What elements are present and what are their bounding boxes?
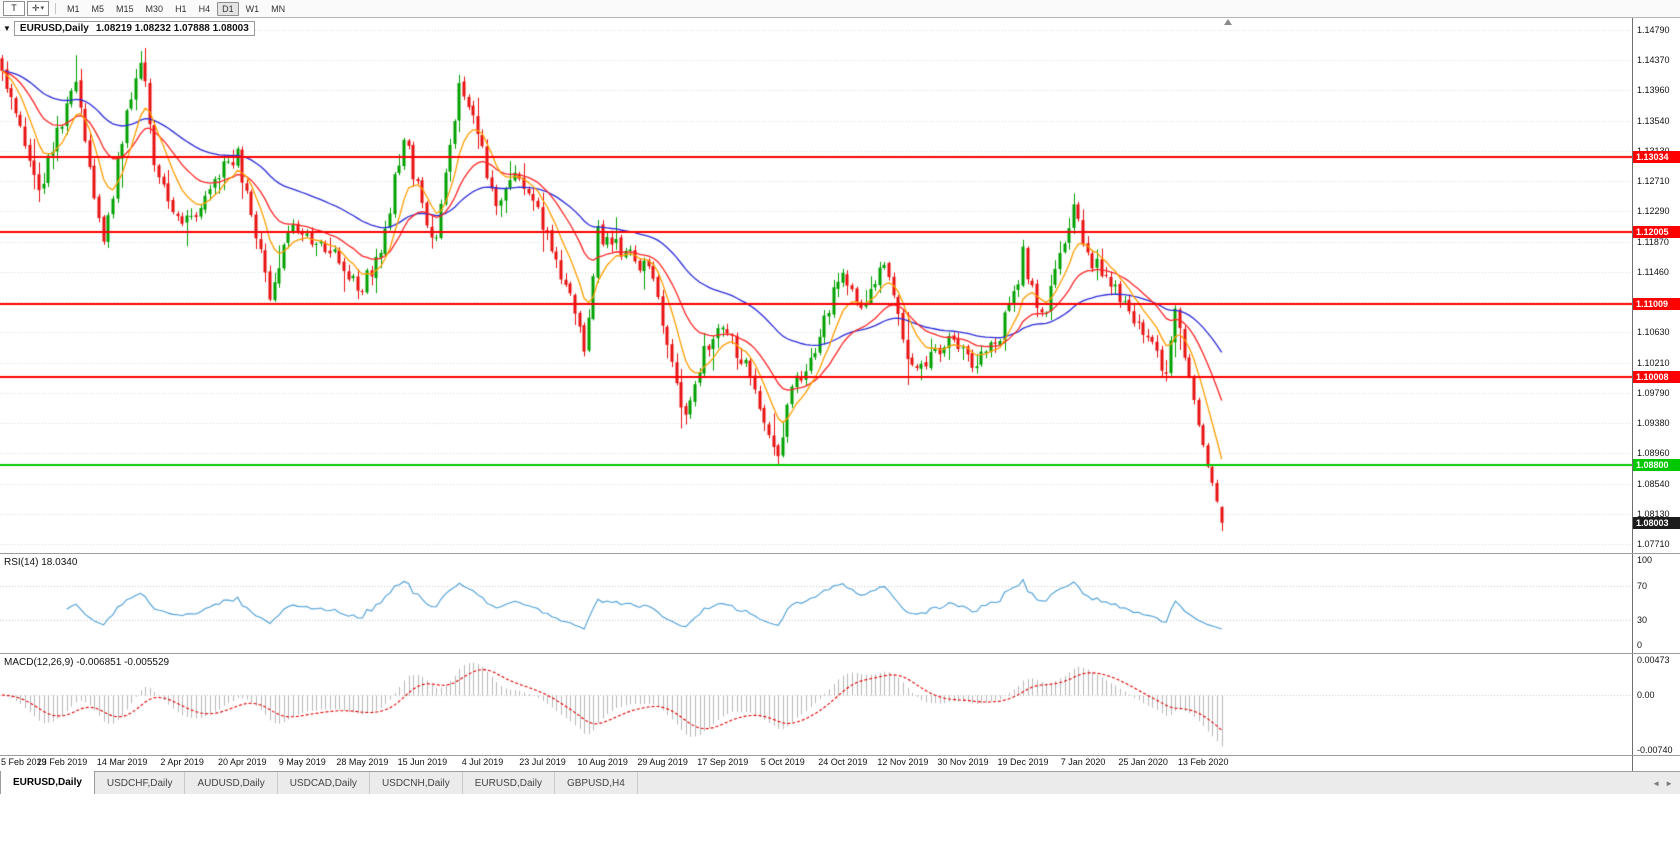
toolbar: T ✛ ▾ M1 M5 M15 M30 H1 H4 D1 W1 MN — [0, 0, 1680, 18]
symbol-label: EURUSD,Daily — [19, 23, 89, 34]
date-axis-label: 9 May 2019 — [278, 757, 326, 767]
tab-4-usdcnh-daily[interactable]: USDCNH,Daily — [370, 772, 463, 794]
rsi-axis-tick: 0 — [1637, 640, 1643, 650]
timeframe-button-d1[interactable]: D1 — [217, 1, 239, 16]
tab-3-usdcad-daily[interactable]: USDCAD,Daily — [278, 772, 370, 794]
templates-button[interactable]: T — [3, 1, 25, 16]
date-axis-label: 12 Nov 2019 — [877, 757, 929, 767]
tab-1-usdchf-daily[interactable]: USDCHF,Daily — [95, 772, 186, 794]
macd-axis-tick: -0.00740 — [1637, 745, 1673, 755]
price-axis-tick: 1.09790 — [1637, 387, 1670, 398]
date-axis-label: 19 Dec 2019 — [997, 757, 1049, 767]
panel-separator[interactable] — [0, 653, 1680, 654]
date-axis-label: 23 Jul 2019 — [519, 757, 566, 767]
price-axis-tick: 1.08960 — [1637, 448, 1670, 459]
price-axis-tick: 1.13540 — [1637, 115, 1670, 126]
price-badge-resistance-3: 1.11009 — [1633, 298, 1680, 311]
price-axis-tick: 1.12710 — [1637, 176, 1670, 186]
price-axis-tick: 1.07710 — [1637, 539, 1670, 549]
date-axis-label: 28 May 2019 — [336, 757, 389, 767]
macd-indicator-canvas[interactable] — [0, 654, 1633, 756]
rsi-indicator-canvas[interactable] — [0, 554, 1633, 653]
timeframe-button-m30[interactable]: M30 — [145, 3, 164, 14]
price-badge-resistance-1: 1.13034 — [1633, 151, 1680, 164]
timeframe-button-h4[interactable]: H4 — [198, 3, 211, 14]
timeframe-button-m1[interactable]: M1 — [67, 3, 80, 14]
chart-plots: ▼ EURUSD,Daily 1.08219 1.08232 1.07888 1… — [0, 18, 1633, 771]
rsi-axis-tick: 30 — [1637, 614, 1648, 625]
price-chart-canvas[interactable] — [0, 18, 1633, 553]
timeframe-button-h1[interactable]: H1 — [175, 3, 187, 14]
timeframe-button-group: M1 M5 M15 M30 H1 H4 D1 W1 MN — [62, 1, 290, 16]
window-filler — [0, 794, 1680, 844]
price-axis-tick: 1.12290 — [1637, 206, 1670, 217]
date-axis-label: 30 Nov 2019 — [937, 757, 989, 767]
tab-6-gbpusd-h4[interactable]: GBPUSD,H4 — [555, 772, 638, 794]
date-axis-label: 5 Feb 2019 — [1, 757, 47, 767]
time-scale[interactable]: 5 Feb 2019 23 Feb 2019 14 Mar 2019 2 Apr 20… — [0, 756, 1633, 771]
price-axis-tick: 1.09380 — [1637, 417, 1670, 428]
chart-tabs-bar: EURUSD,Daily USDCHF,Daily AUDUSD,Daily USDC… — [0, 771, 1680, 794]
price-axis-tick: 1.14790 — [1637, 25, 1670, 35]
price-scale[interactable]: 1.14790 1.14370 1.13960 1.13540 1.13130 1.127… — [1632, 18, 1680, 771]
crosshair-dropdown-button[interactable]: ✛ ▾ — [27, 1, 49, 16]
price-badge-support-green: 1.08800 — [1633, 458, 1680, 471]
macd-axis-tick: 0.00 — [1637, 690, 1655, 701]
date-axis-label: 2 Apr 2019 — [160, 757, 204, 767]
tab-2-audusd-daily[interactable]: AUDUSD,Daily — [185, 772, 278, 794]
date-axis-label: 23 Feb 2019 — [36, 757, 88, 767]
toolbar-separator — [55, 3, 56, 14]
macd-axis-tick: 0.00473 — [1637, 655, 1670, 665]
price-badge-resistance-2: 1.12005 — [1633, 226, 1680, 239]
timeframe-button-w1[interactable]: W1 — [245, 3, 260, 14]
chart-title: ▼ EURUSD,Daily 1.08219 1.08232 1.07888 1… — [3, 21, 255, 36]
tab-scroll-right-icon[interactable]: ► — [1665, 778, 1673, 788]
tab-scroll-controls: ◄ ► — [1645, 772, 1680, 794]
price-axis-tick: 1.10210 — [1637, 357, 1670, 368]
date-axis-label: 13 Feb 2020 — [1177, 757, 1229, 767]
symbol-ohlc-box: EURUSD,Daily 1.08219 1.08232 1.07888 1.0… — [13, 21, 255, 36]
price-badge-resistance-4: 1.10008 — [1633, 371, 1680, 384]
date-axis-label: 14 Mar 2019 — [96, 757, 148, 767]
price-axis-tick: 1.11870 — [1637, 236, 1669, 247]
timeframe-button-m15[interactable]: M15 — [116, 3, 134, 14]
price-axis-tick: 1.13960 — [1637, 85, 1670, 96]
tab-scroll-left-icon[interactable]: ◄ — [1652, 778, 1661, 788]
collapse-ohlc-icon[interactable]: ▼ — [3, 23, 11, 33]
ohlc-values: 1.08219 1.08232 1.07888 1.08003 — [95, 23, 249, 34]
date-axis-label: 10 Aug 2019 — [577, 757, 628, 767]
tab-0-eurusd-daily[interactable]: EURUSD,Daily — [0, 771, 95, 794]
chart-shift-marker[interactable] — [1224, 19, 1232, 25]
price-axis-tick: 1.08130 — [1637, 508, 1670, 519]
tab-5-eurusd-daily[interactable]: EURUSD,Daily — [463, 772, 555, 794]
date-axis-label: 4 Jul 2019 — [461, 757, 504, 767]
panel-separator[interactable] — [0, 553, 1680, 554]
templates-button-label: T — [11, 3, 17, 13]
date-axis-label: 29 Aug 2019 — [637, 757, 688, 767]
rsi-panel-label: RSI(14) 18.0340 — [4, 557, 78, 568]
price-badge-current-price: 1.08003 — [1633, 516, 1680, 529]
caret-down-icon: ▾ — [40, 5, 45, 12]
date-axis-label: 20 Apr 2019 — [217, 757, 267, 767]
price-axis-tick: 1.10630 — [1637, 327, 1670, 337]
price-axis-tick: 1.14370 — [1637, 55, 1670, 66]
rsi-axis-tick: 100 — [1637, 555, 1653, 565]
date-axis-label: 15 Jun 2019 — [397, 757, 448, 767]
chart-window: ▼ EURUSD,Daily 1.08219 1.08232 1.07888 1… — [0, 18, 1680, 771]
date-axis-label: 17 Sep 2019 — [697, 757, 749, 767]
rsi-axis-tick: 70 — [1637, 580, 1648, 591]
macd-panel-label: MACD(12,26,9) -0.006851 -0.005529 — [4, 657, 170, 668]
date-axis-label: 5 Oct 2019 — [760, 757, 805, 767]
date-axis-label: 24 Oct 2019 — [818, 757, 868, 767]
price-axis-tick: 1.11460 — [1637, 266, 1669, 277]
timeframe-button-m5[interactable]: M5 — [91, 3, 105, 14]
price-axis-tick: 1.08540 — [1637, 478, 1670, 489]
panel-separator[interactable] — [0, 755, 1680, 756]
price-axis-tick: 1.13130 — [1637, 146, 1670, 156]
timeframe-button-mn[interactable]: MN — [271, 3, 286, 14]
date-axis-label: 25 Jan 2020 — [1118, 757, 1168, 767]
crosshair-icon: ✛ — [31, 3, 40, 13]
date-axis-label: 7 Jan 2020 — [1060, 757, 1106, 767]
